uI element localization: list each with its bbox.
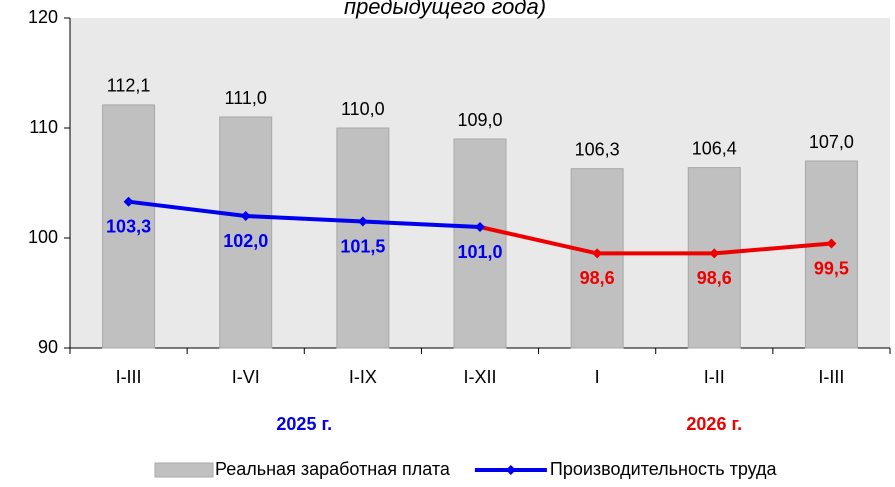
y-tick-label: 90 xyxy=(38,337,58,357)
line-value-label: 98,6 xyxy=(580,268,615,288)
line-marker xyxy=(709,248,720,259)
x-tick-label: I-III xyxy=(116,367,142,387)
line-marker xyxy=(123,196,134,207)
bar xyxy=(804,160,858,349)
line-segment xyxy=(712,241,834,256)
legend-label: Производительность труда xyxy=(550,459,778,479)
y-tick-label: 110 xyxy=(29,117,58,137)
x-tick-label: I xyxy=(595,367,600,387)
line-marker xyxy=(475,222,485,232)
bar-value-label: 111,0 xyxy=(225,88,267,108)
line-marker xyxy=(240,211,251,221)
bar-value-label: 106,4 xyxy=(692,138,737,158)
line-segment xyxy=(478,225,600,256)
bar xyxy=(336,127,390,349)
x-tick-label: I-III xyxy=(818,367,844,387)
line-value-label: 103,3 xyxy=(106,216,151,236)
y-tick-label: 120 xyxy=(28,7,58,27)
bar-value-label: 109,0 xyxy=(457,110,502,130)
x-tick-label: I-IX xyxy=(349,367,377,387)
x-tick-label: I-VI xyxy=(232,367,260,387)
line-marker xyxy=(826,238,837,249)
line-marker xyxy=(592,248,603,259)
line-value-label: 102,0 xyxy=(223,231,268,251)
bar xyxy=(102,104,156,349)
legend-marker xyxy=(505,465,516,475)
bar-value-label: 110,0 xyxy=(341,99,385,119)
x-tick-label: I-XII xyxy=(463,367,496,387)
bar-value-label: 107,0 xyxy=(809,132,854,152)
line-segment xyxy=(126,199,248,218)
line-value-label: 99,5 xyxy=(814,258,849,278)
line-segment xyxy=(243,214,365,224)
bar xyxy=(219,116,273,349)
line-marker xyxy=(357,216,368,227)
group-label: 2025 г. xyxy=(276,414,332,434)
bar xyxy=(453,138,507,349)
legend-label: Реальная заработная плата xyxy=(215,459,451,479)
bar-value-label: 112,1 xyxy=(107,76,151,96)
line-value-label: 98,6 xyxy=(697,268,732,288)
x-tick-label: I-II xyxy=(704,367,725,387)
line-value-label: 101,0 xyxy=(457,242,502,262)
line-value-label: 101,5 xyxy=(340,236,385,256)
chart-title: предыдущего года) xyxy=(344,0,546,19)
legend-swatch xyxy=(154,462,214,478)
y-tick-label: 100 xyxy=(28,227,58,247)
bar-value-label: 106,3 xyxy=(575,139,620,159)
group-label: 2026 г. xyxy=(686,414,742,434)
line-segment xyxy=(360,219,482,229)
